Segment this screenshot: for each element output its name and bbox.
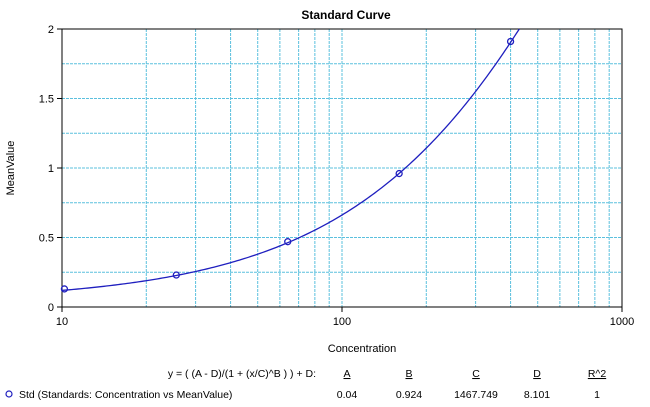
fit-param-value: 8.101 [524, 389, 550, 401]
y-tick-label: 0.5 [39, 233, 54, 245]
fit-param-header: B [405, 368, 412, 380]
legend: y = ( (A - D)/(1 + (x/C)^B ) ) + D: Std … [5, 368, 316, 401]
fit-param-header: C [472, 368, 480, 380]
x-axis-title: Concentration [328, 343, 397, 355]
data-point [284, 238, 292, 246]
fit-param-header: R^2 [588, 368, 607, 380]
chart-title: Standard Curve [301, 8, 391, 22]
y-tick-label: 0 [48, 302, 54, 314]
x-tick-label: 100 [333, 316, 351, 328]
y-axis-title: MeanValue [5, 141, 17, 196]
y-tick-label: 1 [48, 163, 54, 175]
fit-equation: y = ( (A - D)/(1 + (x/C)^B ) ) + D: [168, 368, 316, 380]
fit-parameters: A 0.04 B 0.924 C 1467.749 D 8.101 R^2 1 [337, 368, 607, 401]
fit-param-value: 0.924 [396, 389, 422, 401]
axis-ticks: 10 100 1000 0 0.5 1 1.5 2 [39, 24, 635, 328]
data-point [60, 285, 69, 293]
x-tick-label: 1000 [610, 316, 634, 328]
legend-marker-icon [5, 390, 13, 398]
fit-param-value: 1467.749 [454, 389, 498, 401]
legend-series-label: Std (Standards: Concentration vs MeanVal… [19, 389, 232, 401]
data-point [172, 271, 180, 279]
grid-lines [62, 29, 622, 307]
y-tick-label: 1.5 [39, 94, 54, 106]
fit-curve [61, 28, 520, 292]
data-point [506, 37, 515, 46]
fit-param-value: 0.04 [337, 389, 358, 401]
fit-param-value: 1 [594, 389, 600, 401]
data-points [60, 37, 515, 293]
fit-param-header: D [533, 368, 541, 380]
y-tick-label: 2 [48, 24, 54, 36]
x-tick-label: 10 [56, 316, 68, 328]
data-point [395, 169, 403, 178]
fit-param-header: A [343, 368, 350, 380]
